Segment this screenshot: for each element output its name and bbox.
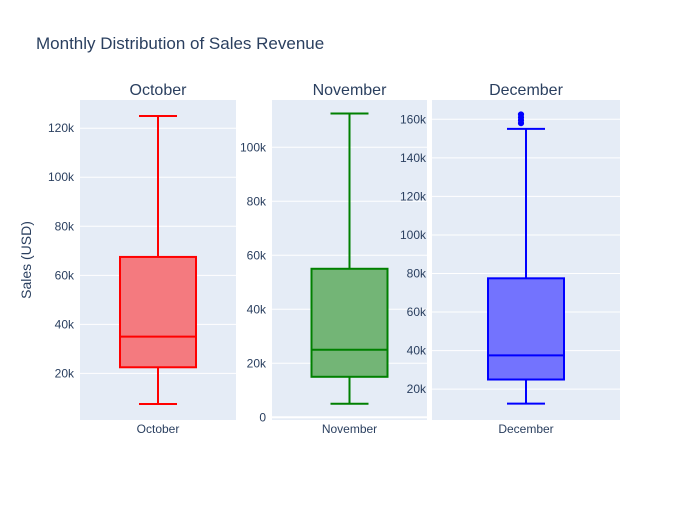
y-tick-label-december: 40k [407,344,427,358]
y-tick-label-october: 40k [55,317,75,331]
y-tick-label-october: 100k [48,170,75,184]
y-tick-label-december: 60k [407,305,427,319]
x-tick-label-december: December [498,422,553,436]
y-tick-label-november: 80k [247,194,267,208]
y-tick-label-november: 40k [247,302,267,316]
outlier-point-december [517,111,525,118]
y-tick-label-october: 120k [48,121,75,135]
y-tick-label-december: 80k [407,266,427,280]
y-tick-label-december: 120k [400,189,427,203]
y-tick-label-december: 20k [407,382,427,396]
subplot-title-october: October [130,82,188,99]
y-tick-label-october: 80k [55,219,75,233]
y-tick-label-october: 20k [55,366,75,380]
y-tick-label-november: 20k [247,356,267,370]
y-axis-label: Sales (USD) [18,221,34,299]
box-october [119,255,197,369]
chart-title: Monthly Distribution of Sales Revenue [36,34,325,53]
subplot-title-december: December [489,82,563,99]
y-tick-label-december: 160k [400,112,427,126]
y-tick-label-october: 60k [55,268,75,282]
y-tick-label-december: 100k [400,228,427,242]
y-tick-label-december: 140k [400,151,427,165]
y-tick-label-november: 100k [240,140,267,154]
subplot-title-november: November [313,82,387,99]
x-tick-label-november: November [322,422,377,436]
box-november [310,267,389,378]
x-tick-label-october: October [137,422,180,436]
y-tick-label-november: 0 [259,410,266,424]
y-tick-label-november: 60k [247,248,267,262]
box-december [487,277,565,381]
